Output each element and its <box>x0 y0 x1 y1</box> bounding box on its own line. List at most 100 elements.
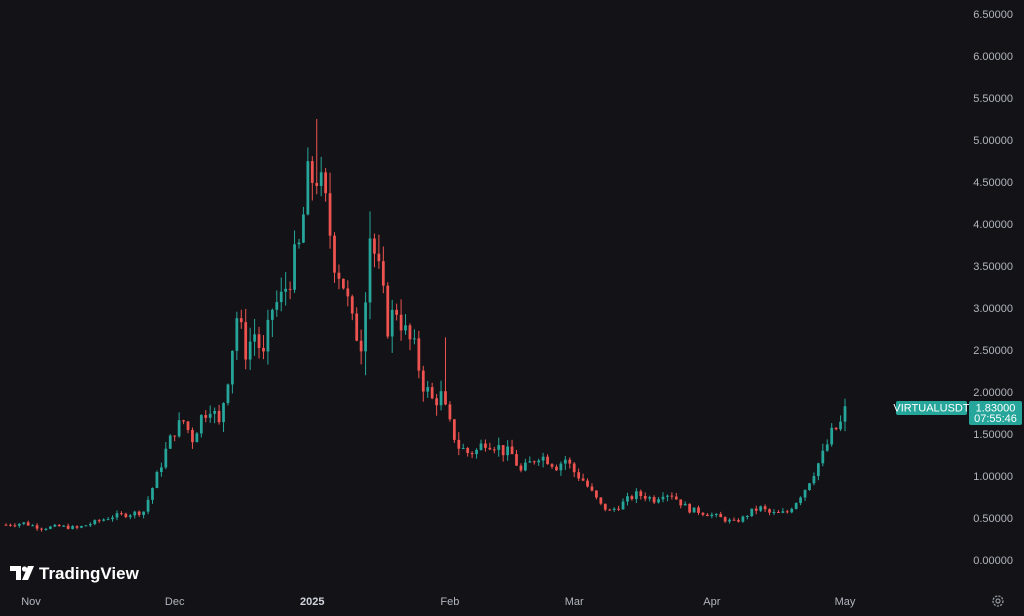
candle-body <box>75 526 79 528</box>
tradingview-logo-text: TradingView <box>39 564 140 583</box>
candle-body <box>563 459 567 464</box>
candle-body <box>93 520 97 525</box>
candle-body <box>768 509 771 513</box>
candle-body <box>133 511 137 516</box>
candle-body <box>550 464 554 467</box>
candle-body <box>151 488 154 500</box>
candle-body <box>328 193 332 236</box>
candle-body <box>199 415 203 434</box>
candle-body <box>310 161 314 183</box>
candle-body <box>97 520 101 522</box>
candle-body <box>759 506 763 511</box>
candle-body <box>106 519 110 521</box>
candle-body <box>617 508 620 510</box>
candle-body <box>559 463 563 471</box>
candle-body <box>648 497 652 499</box>
candle-body <box>808 483 811 490</box>
candle-body <box>350 296 354 314</box>
candle-body <box>612 508 616 510</box>
candle-body <box>537 460 541 463</box>
candle-body <box>444 391 447 405</box>
candle-body <box>57 524 61 527</box>
candle-body <box>492 449 496 451</box>
candle-body <box>634 491 638 500</box>
candle-body <box>803 489 807 498</box>
candle-body <box>843 406 847 422</box>
candle-body <box>319 172 323 186</box>
candle-body <box>62 525 66 527</box>
candle-body <box>111 517 114 520</box>
candle-body <box>683 503 687 506</box>
candle-body <box>457 439 461 449</box>
candle-body <box>195 433 199 443</box>
candle-body <box>66 525 70 529</box>
time-axis: Nov Dec 2025 Feb Mar Apr May <box>21 596 856 608</box>
candle-body <box>120 513 123 515</box>
settings-gear-icon[interactable] <box>992 595 1004 607</box>
y-tick-label: 6.00000 <box>973 51 1013 63</box>
candle-body <box>692 507 696 513</box>
candle-body <box>488 447 492 450</box>
candle-body <box>586 480 589 487</box>
candle-body <box>546 456 549 465</box>
candle-body <box>124 513 128 518</box>
candle-body <box>293 244 296 290</box>
candle-body <box>413 338 416 340</box>
candle-body <box>266 319 270 352</box>
candle-body <box>674 496 678 500</box>
candle-body <box>572 463 576 473</box>
candle-body <box>754 508 758 511</box>
candle-body <box>142 511 145 515</box>
candle-body <box>284 288 288 292</box>
candle-body <box>217 410 221 423</box>
candle-body <box>608 509 612 511</box>
candle-body <box>324 172 327 194</box>
x-tick-label: May <box>835 596 856 608</box>
candle-body <box>679 499 683 506</box>
candle-body <box>777 511 780 513</box>
candle-body <box>524 462 527 471</box>
candle-body <box>164 448 168 468</box>
x-tick-label: Mar <box>565 596 584 608</box>
candle-body <box>435 398 438 406</box>
candle-body <box>430 387 434 399</box>
tradingview-logo[interactable]: TradingView <box>10 564 140 583</box>
candle-body <box>541 456 545 461</box>
y-tick-label: 4.50000 <box>973 177 1013 189</box>
candle-body <box>714 513 718 515</box>
countdown-label: 07:55:46 <box>974 413 1017 425</box>
candle-body <box>128 515 132 518</box>
y-tick-label: 5.50000 <box>973 93 1013 105</box>
candle-body <box>666 495 669 497</box>
y-tick-label: 0.50000 <box>973 513 1013 525</box>
candle-body <box>630 496 634 500</box>
candle-body <box>231 350 234 385</box>
y-tick-label: 0.00000 <box>973 555 1013 567</box>
candle-body <box>262 347 265 352</box>
candle-body <box>80 525 83 528</box>
candle-body <box>741 516 745 522</box>
candle-body <box>71 526 74 529</box>
x-tick-label: Dec <box>165 596 185 608</box>
candle-body <box>417 338 421 371</box>
candle-body <box>750 508 754 517</box>
symbol-label: VIRTUALUSDT <box>893 403 969 415</box>
candle-body <box>790 508 794 513</box>
candle-body <box>577 472 581 479</box>
tradingview-logo-icon <box>10 566 34 580</box>
candle-body <box>213 410 217 414</box>
candle-body <box>306 161 310 215</box>
candle-body <box>22 522 26 524</box>
y-tick-label: 3.00000 <box>973 303 1013 315</box>
candle-body <box>333 235 336 273</box>
candle-body <box>745 516 749 518</box>
candle-body <box>785 511 789 513</box>
candle-body <box>568 459 572 464</box>
candle-body <box>603 503 607 510</box>
candle-body <box>466 448 470 453</box>
candle-body <box>381 261 385 286</box>
y-tick-label: 2.00000 <box>973 387 1013 399</box>
candle-body <box>279 291 283 303</box>
